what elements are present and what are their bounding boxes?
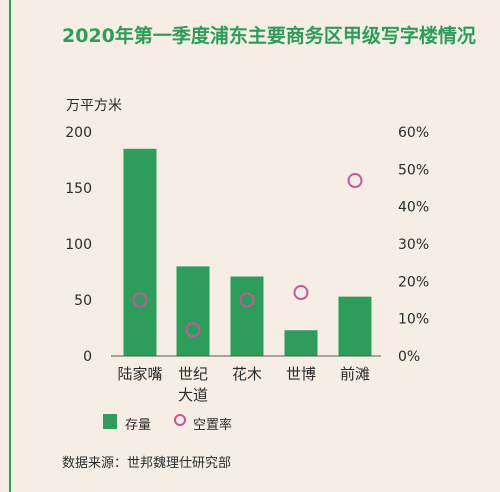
left-axis-ticks: 0 50 100 150 200: [65, 125, 92, 365]
right-axis-tick-label: 10%: [398, 312, 429, 328]
legend-swatch-vacancy: [174, 414, 186, 426]
vacancy-point: [185, 322, 201, 338]
left-axis-tick-label: 150: [65, 181, 92, 197]
left-axis-tick-label: 0: [83, 349, 92, 365]
legend-label-vacancy: 空置率: [193, 418, 233, 433]
x-axis-category-label: 世纪: [178, 365, 208, 383]
vacancy-point: [293, 285, 309, 301]
stock-bar: [230, 276, 264, 356]
right-axis-ticks: 0% 10% 20% 30% 40% 50% 60%: [398, 125, 429, 365]
vacancy-point: [347, 173, 363, 189]
legend-label-stock: 存量: [125, 418, 152, 433]
y-axis-unit-label: 万平方米: [66, 98, 122, 114]
right-axis-tick-label: 30%: [398, 237, 429, 253]
legend: 存量 空置率: [0, 413, 500, 433]
bar-series: [123, 148, 372, 356]
left-axis-tick-label: 50: [74, 293, 92, 309]
source-note: 数据来源：世邦魏理仕研究部: [62, 456, 232, 471]
vacancy-point: [132, 292, 148, 308]
right-axis-tick-label: 50%: [398, 162, 429, 178]
chart-title: 2020年第一季度浦东主要商务区甲级写字楼情况: [62, 25, 476, 47]
left-axis-tick-label: 200: [65, 125, 92, 141]
left-accent-rule: [9, 0, 11, 492]
stock-bar: [284, 330, 318, 356]
x-axis-category-label: 前滩: [340, 365, 370, 383]
x-axis-category-label: 花木: [232, 365, 262, 383]
stock-bar: [338, 296, 372, 356]
right-axis-tick-label: 20%: [398, 274, 429, 290]
vacancy-point: [239, 292, 255, 308]
legend-swatch-stock: [103, 414, 117, 429]
left-axis-tick-label: 100: [65, 237, 92, 253]
stock-bar: [176, 266, 210, 356]
x-axis-category-label: 大道: [178, 386, 208, 404]
right-axis-tick-label: 0%: [398, 349, 420, 365]
vacancy-series: [132, 173, 363, 338]
x-axis-category-label: 陆家嘴: [117, 365, 162, 383]
stock-bar: [123, 148, 157, 356]
right-axis-tick-label: 60%: [398, 125, 429, 141]
x-axis-category-label: 世博: [286, 365, 316, 383]
right-axis-tick-label: 40%: [398, 200, 429, 216]
